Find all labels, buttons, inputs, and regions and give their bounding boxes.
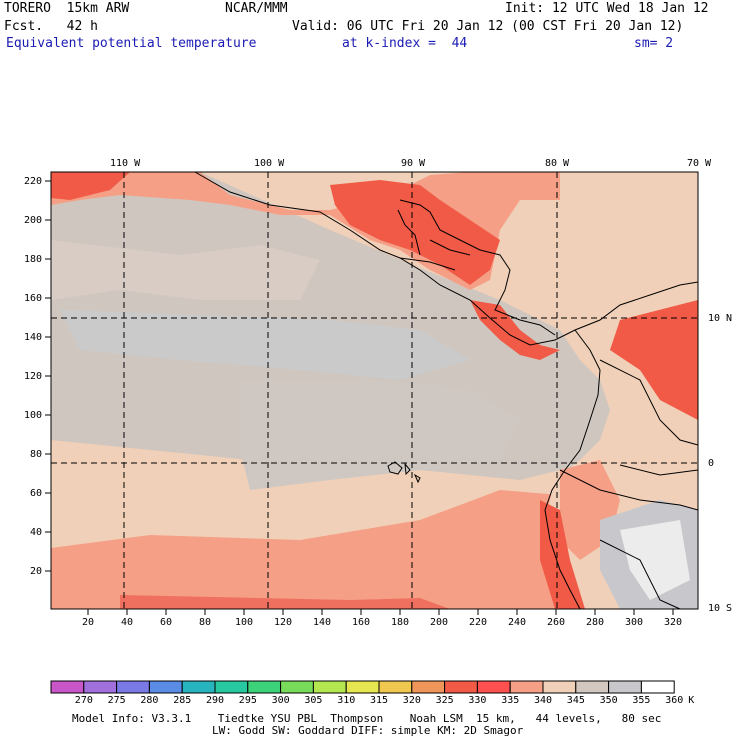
x-tick: 180 [391,617,410,628]
legend-value-label: 345 [566,695,585,706]
legend-value-label: 270 [74,695,93,706]
lat-label-10s: 10 S [708,603,733,614]
lat-label-10n: 10 N [708,313,733,324]
legend-value-label: 280 [140,695,159,706]
country-borders-sa [559,359,699,610]
lon-label-90w: 90 W [401,158,426,169]
northern-tan-region [51,172,698,340]
colombia-red [610,300,698,420]
x-tick: 200 [430,617,449,628]
legend-value-label: 350 [599,695,618,706]
legend-value-label: 295 [238,695,257,706]
y-tick: 140 [24,332,43,343]
map-frame [50,171,699,610]
y-tick: 60 [30,488,43,499]
y-tick: 200 [24,215,43,226]
model-title: TORERO 15km ARW [4,1,130,16]
x-tick: 60 [160,617,173,628]
x-tick: 300 [625,617,644,628]
caribbean-coastline [399,199,556,336]
legend-value-label: 315 [370,695,389,706]
x-tick: 260 [547,617,566,628]
south-america-coastline [544,329,601,610]
valid-time: Valid: 06 UTC Fri 20 Jan 12 (00 CST Fri … [292,19,684,34]
legend-value-label: 320 [402,695,421,706]
lon-label-110w: 110 W [110,158,141,169]
y-tick: 120 [24,371,43,382]
peru-coast-red [540,500,585,609]
legend-unit-label: K [688,695,695,706]
lon-label-70w: 70 W [687,158,712,169]
legend-value-label: 340 [534,695,553,706]
model-info-line: Model Info: V3.3.1 Tiedtke YSU PBL Thomp… [72,712,662,725]
southern-salmon-band [51,490,560,609]
central-america-red [330,180,500,285]
x-tick: 140 [313,617,332,628]
y-tick: 40 [30,527,43,538]
legend-value-label: 285 [173,695,192,706]
x-tick: 100 [235,617,254,628]
legend-value-label: 290 [206,695,225,706]
y-tick: 220 [24,176,43,187]
legend-value-label: 335 [501,695,520,706]
grey-patch-2 [60,310,470,380]
legend-value-label: 305 [304,695,323,706]
level-label: at k-index = 44 [342,36,468,51]
costa-rica-red [470,300,560,360]
physics-info-line: LW: Godd SW: Goddard DIFF: simple KM: 2D… [212,724,524,737]
x-tick: 240 [508,617,527,628]
legend-value-label: 330 [468,695,487,706]
lon-label-100w: 100 W [254,158,285,169]
x-tick: 20 [82,617,95,628]
y-tick: 20 [30,566,43,577]
grey-patch-1 [51,240,320,300]
legend-value-label: 355 [632,695,651,706]
x-tick: 220 [469,617,488,628]
init-time: Init: 12 UTC Wed 18 Jan 12 [505,1,709,16]
country-borders-ca [397,209,471,271]
legend-value-label: 275 [107,695,126,706]
y-tick: 100 [24,410,43,421]
legend-value-label: 325 [435,695,454,706]
legend-value-label: 310 [337,695,356,706]
x-tick: 280 [586,617,605,628]
mexico-red-west [51,172,130,200]
org-label: NCAR/MMM [225,1,288,16]
x-tick: 320 [664,617,683,628]
x-tick: 80 [199,617,212,628]
y-tick: 80 [30,449,43,460]
southern-red-strip [120,595,450,609]
lon-label-80w: 80 W [545,158,570,169]
lat-label-equator: 0 [708,458,715,469]
pacific-coastline [194,171,699,346]
x-tick: 120 [274,617,293,628]
smoothing-label: sm= 2 [634,36,674,51]
legend-value-label: 360 [665,695,684,706]
field-name: Equivalent potential temperature [6,36,257,51]
forecast-hour: Fcst. 42 h [4,19,98,34]
x-tick: 40 [121,617,134,628]
y-tick: 160 [24,293,43,304]
y-tick: 180 [24,254,43,265]
legend-value-label: 300 [271,695,290,706]
grey-patch-3 [240,380,520,490]
andes-white [620,520,690,600]
x-tick: 160 [352,617,371,628]
